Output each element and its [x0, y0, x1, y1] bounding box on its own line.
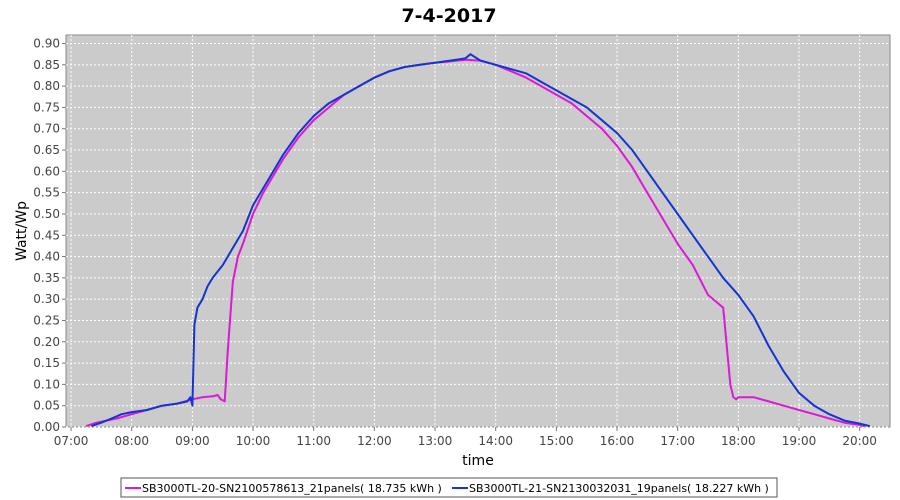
series-line-2: [90, 53, 871, 428]
y-tick-label: 0.30: [33, 292, 60, 306]
legend-item-2: SB3000TL-21-SN2130032031_19panels( 18.22…: [452, 482, 769, 495]
legend-label-1: SB3000TL-20-SN2100578613_21panels( 18.73…: [142, 482, 442, 495]
x-axis: 07:00 08:00 09:00 10:00 11:00 12:00 13:00 14:00…: [54, 427, 877, 448]
y-tick-label: 0.20: [33, 335, 60, 349]
y-tick-label: 0.40: [33, 250, 60, 264]
x-tick-label: 11:00: [296, 434, 331, 448]
y-tick-label: 0.10: [33, 377, 60, 391]
y-tick-label: 0.90: [33, 37, 60, 51]
x-tick-label: 13:00: [418, 434, 453, 448]
legend-label-2: SB3000TL-21-SN2130032031_19panels( 18.22…: [469, 482, 769, 495]
y-tick-label: 0.75: [33, 100, 60, 114]
x-tick-label: 07:00: [54, 434, 89, 448]
y-tick-label: 0.80: [33, 79, 60, 93]
legend: [120, 477, 778, 498]
x-tick-label: 08:00: [114, 434, 149, 448]
x-tick-label: 20:00: [842, 434, 877, 448]
y-tick-label: 0.70: [33, 122, 60, 136]
y-tick-label: 0.25: [33, 313, 60, 327]
x-tick-label: 12:00: [357, 434, 392, 448]
plot-area: [65, 34, 891, 428]
x-tick-label: 17:00: [660, 434, 695, 448]
y-tick-label: 0.60: [33, 164, 60, 178]
y-tick-label: 0.35: [33, 271, 60, 285]
x-tick-label: 10:00: [236, 434, 271, 448]
chart-title: 7-4-2017: [401, 5, 496, 27]
x-axis-label: time: [462, 453, 494, 469]
x-tick-label: 15:00: [539, 434, 574, 448]
y-axis-label: Watt/Wp: [14, 201, 30, 261]
y-tick-label: 0.65: [33, 143, 60, 157]
grid: [66, 35, 890, 428]
series-lines: [85, 53, 871, 428]
legend-item-1: SB3000TL-20-SN2100578613_21panels( 18.73…: [125, 482, 442, 495]
y-tick-label: 0.15: [33, 356, 60, 370]
y-tick-label: 0.00: [33, 420, 60, 434]
y-tick-label: 0.50: [33, 207, 60, 221]
y-tick-label: 0.45: [33, 228, 60, 242]
y-tick-label: 0.55: [33, 186, 60, 200]
x-tick-label: 19:00: [782, 434, 817, 448]
y-tick-label: 0.85: [33, 58, 60, 72]
x-tick-label: 18:00: [721, 434, 756, 448]
x-tick-label: 16:00: [600, 434, 635, 448]
x-tick-label: 09:00: [175, 434, 210, 448]
y-axis: 0.00 0.05 0.10 0.15 0.20 0.25 0.30 0.35 0.40 0.45…: [33, 37, 66, 434]
y-tick-label: 0.05: [33, 399, 60, 413]
x-tick-label: 14:00: [478, 434, 513, 448]
